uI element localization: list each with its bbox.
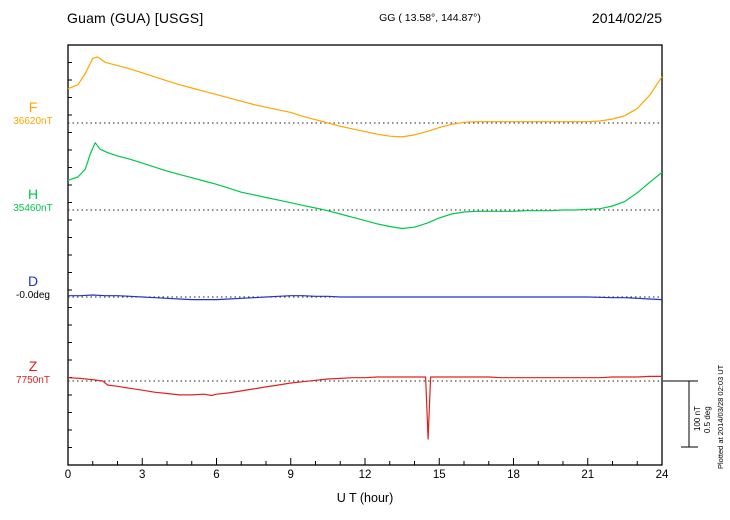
- trace-label-H: H 35460nT: [2, 187, 64, 215]
- scale-label-deg: 0.5 deg: [703, 406, 712, 433]
- x-axis-label: U T (hour): [336, 491, 394, 505]
- x-tick-label: 24: [655, 469, 669, 481]
- x-tick-label: 21: [581, 469, 595, 481]
- x-tick-label: 18: [507, 469, 520, 481]
- trace-value-D: -0.0deg: [16, 290, 50, 301]
- x-tick-label: 15: [432, 469, 446, 481]
- plotted-at-note: Plotted at 2014/03/28 02:03 UT: [716, 364, 725, 469]
- trace-Z: [67, 375, 662, 440]
- trace-value-F: 36620nT: [13, 116, 53, 127]
- x-tick-label: 0: [64, 469, 72, 481]
- station-title: Guam (GUA) [USGS]: [67, 10, 204, 26]
- trace-H: [67, 142, 663, 230]
- trace-label-Z: Z 7750nT: [2, 359, 64, 387]
- trace-D: [68, 294, 663, 301]
- trace-letter-H: H: [27, 186, 39, 202]
- station-coordinates: GG ( 13.58°, 144.87°): [379, 12, 481, 24]
- plot-date: 2014/02/25: [591, 10, 662, 26]
- plot-border: [67, 44, 663, 466]
- trace-letter-Z: Z: [28, 358, 38, 374]
- trace-value-H: 35460nT: [13, 203, 53, 214]
- x-tick-label: 12: [358, 469, 372, 481]
- trace-letter-F: F: [28, 99, 38, 115]
- trace-letter-D: D: [27, 273, 39, 289]
- x-tick-label: 9: [287, 469, 294, 481]
- scale-label-nt: 100 nT: [693, 406, 702, 431]
- trace-value-Z: 7750nT: [16, 375, 50, 386]
- trace-label-F: F 36620nT: [2, 100, 64, 128]
- x-tick-label: 6: [213, 469, 220, 481]
- trace-label-D: D -0.0deg: [2, 274, 64, 302]
- trace-F: [67, 56, 663, 138]
- x-tick-label: 3: [139, 469, 146, 481]
